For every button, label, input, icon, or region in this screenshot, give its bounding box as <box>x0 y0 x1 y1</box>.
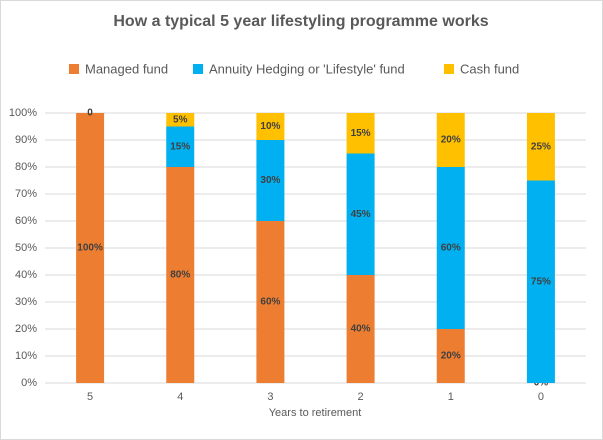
bar-segment <box>166 113 195 127</box>
data-label: 30% <box>260 175 280 186</box>
x-tick-label: 3 <box>267 391 273 403</box>
x-tick-label: 1 <box>448 391 454 403</box>
legend-swatch <box>69 64 79 74</box>
y-tick-label: 80% <box>15 161 37 173</box>
bar-segment <box>526 180 555 383</box>
y-tick-label: 50% <box>15 242 37 254</box>
data-label: 60% <box>441 243 461 254</box>
x-tick-label: 2 <box>358 391 364 403</box>
y-tick-label: 100% <box>9 107 37 119</box>
bar-segment <box>436 329 465 383</box>
data-label: 20% <box>441 351 461 362</box>
data-label: 5% <box>173 114 188 125</box>
data-label: 0% <box>534 378 549 389</box>
bar-segment <box>346 113 375 154</box>
y-tick-label: 60% <box>15 215 37 227</box>
legend-label: Managed fund <box>85 61 168 76</box>
legend-label: Annuity Hedging or 'Lifestyle' fund <box>209 61 405 76</box>
y-tick-label: 70% <box>15 188 37 200</box>
y-tick-label: 20% <box>15 323 37 335</box>
bar-segment <box>346 153 375 275</box>
data-label: 15% <box>170 141 190 152</box>
bar-segment <box>436 167 465 329</box>
data-label: 15% <box>351 128 371 139</box>
y-tick-label: 0% <box>21 377 37 389</box>
x-axis-label: Years to retirement <box>269 407 362 419</box>
data-label: 100% <box>77 243 103 254</box>
bar-segment <box>346 275 375 383</box>
x-tick-label: 5 <box>87 391 93 403</box>
data-label: 40% <box>351 324 371 335</box>
data-label: 60% <box>260 297 280 308</box>
data-label: 20% <box>441 135 461 146</box>
y-tick-label: 30% <box>15 296 37 308</box>
bar-segment <box>166 126 195 167</box>
legend-swatch <box>444 64 454 74</box>
legend-label: Cash fund <box>460 61 519 76</box>
data-label: 75% <box>531 276 551 287</box>
y-tick-label: 90% <box>15 134 37 146</box>
data-label: 0 <box>87 108 93 119</box>
y-tick-label: 40% <box>15 269 37 281</box>
bar-segment <box>256 140 285 221</box>
bar-segment <box>166 167 195 383</box>
bar-segment <box>256 221 285 383</box>
bar-segment <box>76 113 105 383</box>
bar-segment <box>526 113 555 181</box>
chart-title: How a typical 5 year lifestyling program… <box>113 13 488 30</box>
bar-segment <box>256 113 285 140</box>
y-tick-label: 10% <box>15 350 37 362</box>
bar-segment <box>436 113 465 167</box>
x-tick-label: 0 <box>538 391 544 403</box>
data-label: 45% <box>351 209 371 220</box>
x-tick-label: 4 <box>177 391 183 403</box>
legend-swatch <box>193 64 203 74</box>
data-label: 25% <box>531 141 551 152</box>
data-label: 80% <box>170 270 190 281</box>
data-label: 10% <box>260 121 280 132</box>
